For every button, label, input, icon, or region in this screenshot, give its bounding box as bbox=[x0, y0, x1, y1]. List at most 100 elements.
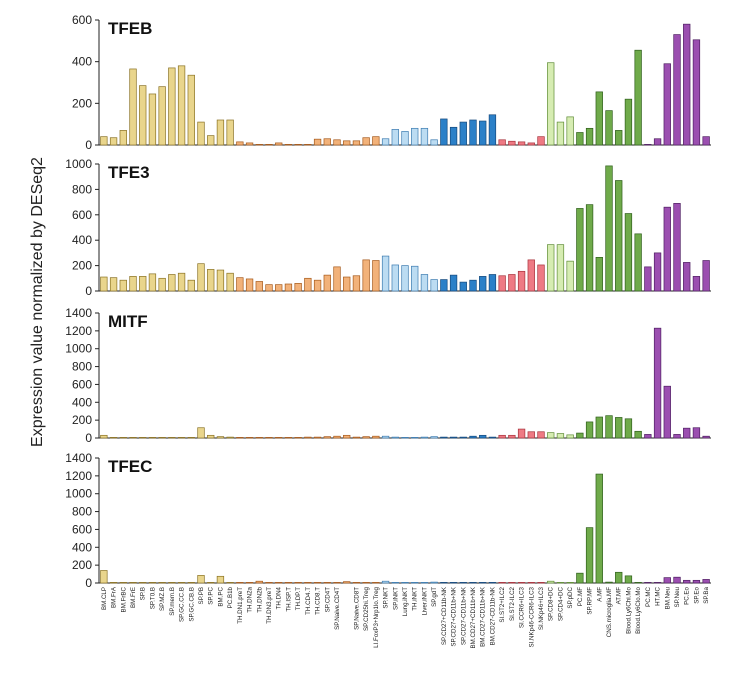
bar-tfeb-SP.Ba bbox=[702, 136, 710, 146]
category-label: SI.NKp46-CCR6-ILC3 bbox=[528, 586, 535, 647]
bar-tfe3-SP.CD4T bbox=[323, 274, 331, 292]
bar-mitf-PC.B1b bbox=[226, 436, 234, 439]
bar-tfec-SP.GC.CC.B bbox=[177, 582, 186, 584]
bar-mitf-SI.NKp46-CCR6-ILC3 bbox=[527, 431, 535, 439]
bar-tfeb-SP.CD8T bbox=[343, 140, 351, 146]
bar-tfe3-SP.B bbox=[139, 276, 147, 292]
bar-tfeb-SI.ST2-ILC2 bbox=[508, 140, 516, 146]
bar-tfeb-SP.pDC bbox=[566, 116, 574, 146]
bar-tfe3-HT.MC bbox=[653, 252, 662, 292]
category-label: BM.PC bbox=[217, 586, 224, 606]
category-label: PC.Eo bbox=[684, 586, 691, 604]
bar-tfeb-SP.Eo bbox=[692, 39, 701, 146]
bar-tfe3-TH.ISP.T bbox=[284, 283, 293, 292]
bar-tfec-SP.CD27+CD11b+NK bbox=[449, 582, 458, 584]
bar-tfec-PC.Eo bbox=[683, 579, 691, 584]
panel-mitf: 0 200 400 600 800 1000 1200 1400 MITF bbox=[65, 306, 711, 445]
y-tick-label: 200 bbox=[72, 96, 92, 110]
bar-tfeb-TH.iNKT bbox=[411, 127, 419, 146]
bar-tfe3-TH.DN2a bbox=[245, 278, 254, 292]
y-tick-label: 200 bbox=[72, 413, 92, 427]
category-label: TH.DN2b bbox=[256, 586, 263, 612]
bar-tfeb-SP.iNKT bbox=[391, 129, 399, 146]
bar-tfe3-BM.FrE bbox=[129, 276, 137, 292]
category-label: BM.Neu bbox=[664, 586, 671, 609]
bar-tfec-CNS.microglia.MF bbox=[605, 581, 613, 584]
bar-tfec-SP.CD8+DC bbox=[547, 580, 555, 584]
category-label: SP.RP.MF bbox=[587, 587, 594, 615]
bar-tfeb-SP.PB bbox=[197, 121, 205, 146]
bar-tfe3-BM.PC bbox=[216, 269, 225, 292]
bar-tfe3-TH.CD8.T bbox=[313, 279, 322, 292]
bar-tfe3-BM.FrA bbox=[109, 277, 118, 292]
category-label: SP.GC.CB.B bbox=[188, 587, 195, 622]
bar-tfeb-Lung.iNKT bbox=[401, 131, 409, 146]
y-tick-label: 0 bbox=[85, 138, 92, 152]
bar-tfe3-TH.CD4.T bbox=[304, 277, 312, 292]
bar-tfeb-TH.DN4 bbox=[275, 142, 283, 146]
category-label: BM.FrE bbox=[130, 587, 137, 608]
bar-tfec-TH.DN2a bbox=[245, 582, 254, 584]
bar-tfe3-BM.CD27-CD11b+NK bbox=[479, 276, 487, 292]
bar-mitf-Liver.iNKT bbox=[420, 436, 429, 439]
bar-tfec-SP.GC.CB.B bbox=[187, 582, 195, 584]
bar-mitf-SP.MZ.B bbox=[158, 437, 166, 439]
category-labels: BM.CLP BM.FrA BM.FrBC BM.FrE SP.B SP.T0.B SP.M… bbox=[101, 586, 710, 648]
category-label: TH.DN2a bbox=[247, 586, 254, 612]
category-label: SP.PC bbox=[208, 586, 215, 604]
bar-tfeb-LI.FoxP3+Nrp1lo.Treg bbox=[372, 136, 380, 146]
bar-mitf-TH.ISP.T bbox=[284, 437, 293, 439]
bar-tfe3-SP.CD25hi.Treg bbox=[362, 259, 370, 292]
bar-tfeb-PC.MF bbox=[576, 132, 584, 146]
category-label: SP.B bbox=[140, 587, 147, 600]
bar-tfec-SI.ST2+ILC2 bbox=[498, 582, 506, 584]
bar-mitf-SP.Eo bbox=[692, 427, 701, 439]
bar-tfec-SP.T0.B bbox=[148, 582, 157, 584]
category-label: Blood.Ly6Chi.Mo bbox=[625, 586, 632, 633]
y-tick-label: 1200 bbox=[65, 469, 92, 483]
category-label: Lung.iNKT bbox=[402, 587, 409, 616]
bar-mitf-SP.gdT bbox=[430, 436, 438, 439]
bar-tfec-PC.MC bbox=[644, 582, 652, 584]
bar-tfeb-TH.DN3.preT bbox=[265, 144, 273, 146]
chart-panels: 0 200 400 600 TFEB 0 200 400 600 800 1000 TFE3 0 200 4… bbox=[65, 13, 711, 590]
bar-mitf-SP.iNKT bbox=[391, 436, 399, 439]
bar-mitf-SP.CD4+DC bbox=[556, 433, 565, 439]
bar-tfeb-TH.DP.T bbox=[294, 144, 302, 146]
bar-tfec-SI.CCR6+ILC3 bbox=[517, 582, 526, 584]
bar-mitf-SP.T0.B bbox=[148, 437, 157, 439]
y-tick-label: 1400 bbox=[65, 451, 92, 465]
category-label: PC.B1b bbox=[227, 586, 234, 608]
y-tick-label: 600 bbox=[72, 208, 92, 222]
bar-mitf-BM.FrE bbox=[129, 437, 137, 439]
category-label: PC.MC bbox=[645, 586, 652, 606]
bar-tfec-BM.CD27-CD11b-NK bbox=[488, 582, 497, 584]
bar-mitf-BM.CD27-CD11b-NK bbox=[488, 436, 497, 439]
bar-tfe3-SP.Neu bbox=[673, 203, 681, 292]
bar-tfeb-TH.DN1.preT bbox=[236, 141, 244, 146]
bar-tfeb-BM.FrE bbox=[129, 68, 137, 146]
bar-tfe3-SP.PB bbox=[197, 263, 205, 292]
bar-mitf-TH.DN1.preT bbox=[236, 437, 244, 439]
bar-tfe3-TH.DN3.preT bbox=[265, 284, 273, 292]
category-label: LI.FoxP3+Nrp1lo.Treg bbox=[373, 586, 380, 647]
panel-title-tfec: TFEC bbox=[108, 457, 152, 476]
bar-mitf-SP.GC.CC.B bbox=[177, 437, 186, 439]
bar-tfec-SP.CD4T bbox=[323, 582, 331, 584]
bar-tfec-SP.pDC bbox=[566, 582, 574, 584]
bar-mitf-SP.Naive.CD8T bbox=[352, 436, 361, 439]
y-tick-label: 400 bbox=[72, 540, 92, 554]
bar-tfec-SI.ST2-ILC2 bbox=[508, 582, 516, 584]
bar-mitf-Blood.Ly6Chi.Mo bbox=[624, 418, 633, 439]
bar-tfeb-SP.CD4T bbox=[323, 138, 331, 146]
category-label: BM.FrBC bbox=[120, 586, 127, 612]
bar-tfeb-Liver.iNKT bbox=[420, 127, 429, 146]
y-tick-label: 1400 bbox=[65, 306, 92, 320]
bar-tfec-Blood.Ly6Chi.Mo bbox=[624, 575, 633, 584]
bar-tfeb-SP.NKT bbox=[381, 138, 390, 146]
bar-tfeb-Blood.Ly6Clo.Mo bbox=[634, 49, 642, 146]
y-tick-label: 800 bbox=[72, 182, 92, 196]
bar-tfec-TH.DN1.preT bbox=[236, 582, 244, 584]
category-label: SP.pDC bbox=[567, 586, 574, 608]
category-label: SP.Ba bbox=[703, 586, 710, 603]
